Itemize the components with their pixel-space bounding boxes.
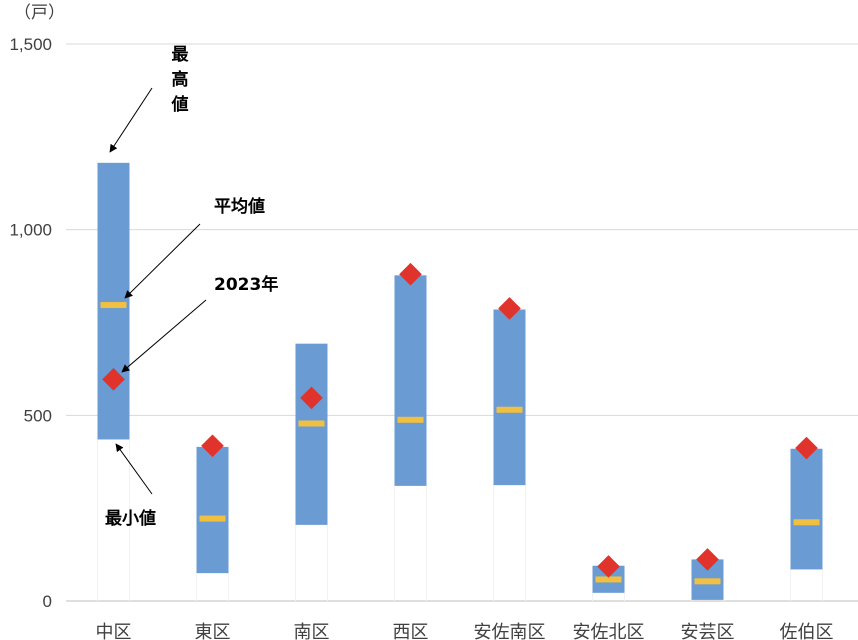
average-mark <box>100 302 127 309</box>
range-bars <box>97 162 823 601</box>
x-axis: 中区 東区 南区 西区 安佐南区 安佐北区 安芸区 佐伯区 <box>96 622 834 640</box>
x-category-label: 南区 <box>294 622 330 640</box>
point-2023 <box>498 297 521 320</box>
range-bar <box>295 343 328 525</box>
point-2023 <box>597 555 620 578</box>
x-category-label: 中区 <box>96 622 132 640</box>
average-mark <box>298 420 325 427</box>
point-2023 <box>795 436 818 460</box>
average-mark <box>496 406 523 413</box>
annotation-average-label: 平均値 <box>214 196 265 217</box>
grid-lines <box>66 43 858 602</box>
average-mark <box>793 519 820 526</box>
x-category-label: 佐伯区 <box>780 622 834 640</box>
point-2023 <box>399 262 422 286</box>
x-category-label: 安佐北区 <box>573 622 645 640</box>
annotation-max-label-char: 値 <box>171 94 189 115</box>
range-bar <box>196 446 229 574</box>
point-2023 <box>300 386 323 410</box>
y-tick-label: 0 <box>43 592 52 611</box>
annotation-min-label: 最小値 <box>105 508 156 529</box>
annotation-2023-arrow <box>121 299 207 373</box>
range-bar <box>394 275 427 486</box>
point-2023 <box>102 368 125 391</box>
x-category-label: 西区 <box>393 622 429 640</box>
x-category-label: 安佐南区 <box>474 622 546 640</box>
y-tick-label: 1,000 <box>9 221 52 240</box>
y-axis-unit: （戸） <box>14 3 65 23</box>
annotation-max-label-char: 高 <box>172 69 189 90</box>
y-tick-label: 500 <box>24 406 52 425</box>
annotation-average-arrow <box>124 223 201 299</box>
average-mark <box>595 576 622 583</box>
annotation-2023-label: 2023年 <box>214 274 278 295</box>
average-mark <box>694 578 721 585</box>
point-2023 <box>696 548 719 571</box>
x-category-label: 安芸区 <box>681 622 735 640</box>
annotation-min-arrow <box>115 443 153 495</box>
range-bar <box>97 162 130 440</box>
range-bar <box>493 309 526 486</box>
annotation-max-arrow <box>109 87 153 153</box>
y-axis: 0 500 1,000 1,500 <box>9 35 52 611</box>
range-bar <box>790 448 823 570</box>
average-mark <box>397 416 424 423</box>
annotation-max-label-char: 最 <box>172 45 190 65</box>
average-mark <box>199 515 226 522</box>
y-tick-label: 1,500 <box>9 35 52 54</box>
x-category-label: 東区 <box>195 622 231 640</box>
